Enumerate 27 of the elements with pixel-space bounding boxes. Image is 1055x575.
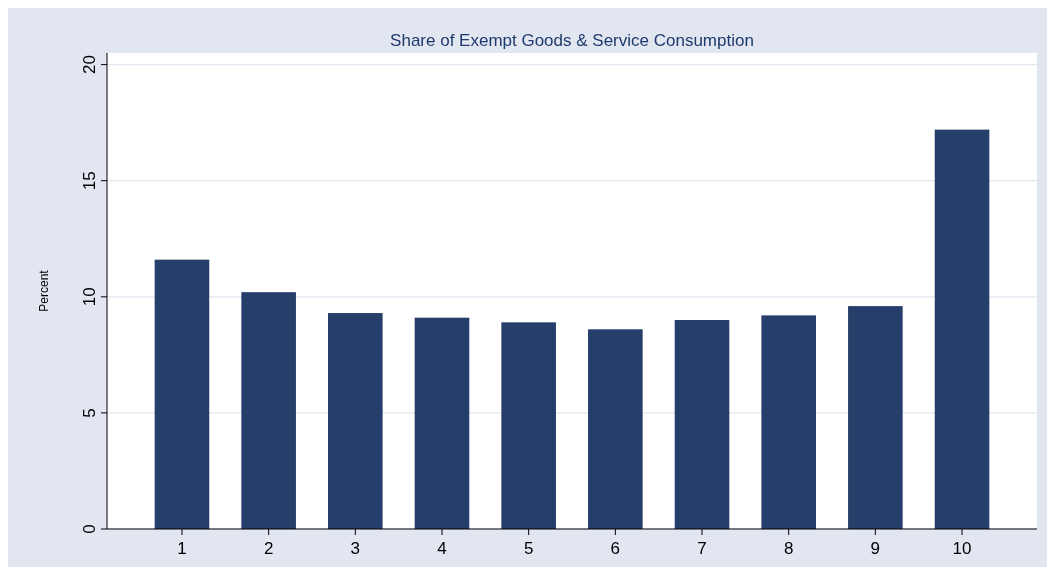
x-tick-label: 9 bbox=[870, 539, 881, 558]
y-tick-label: 5 bbox=[80, 408, 99, 418]
bar bbox=[674, 320, 730, 529]
bar bbox=[241, 292, 296, 529]
bar bbox=[414, 317, 470, 529]
y-tick-label: 10 bbox=[80, 287, 99, 307]
bar bbox=[588, 329, 643, 529]
x-tick-label: 10 bbox=[952, 539, 972, 558]
bar bbox=[501, 322, 556, 529]
x-tick-label: 5 bbox=[523, 539, 534, 558]
bar bbox=[328, 313, 383, 529]
chart-title: Share of Exempt Goods & Service Consumption bbox=[390, 31, 754, 50]
y-tick-label: 15 bbox=[80, 171, 99, 191]
x-tick-label: 8 bbox=[783, 539, 794, 558]
x-tick-label: 6 bbox=[610, 539, 621, 558]
x-tick-label: 2 bbox=[263, 539, 274, 558]
x-tick-label: 1 bbox=[177, 539, 187, 558]
bar bbox=[934, 129, 990, 529]
y-tick-label: 20 bbox=[80, 55, 99, 75]
x-tick-label: 4 bbox=[437, 539, 447, 558]
bar bbox=[154, 259, 210, 529]
x-tick-label: 7 bbox=[697, 539, 707, 558]
bar bbox=[848, 306, 903, 529]
x-tick-label: 3 bbox=[350, 539, 361, 558]
y-axis-title: Percent bbox=[37, 269, 51, 312]
y-tick-label: 0 bbox=[80, 524, 99, 534]
bar bbox=[761, 315, 816, 529]
